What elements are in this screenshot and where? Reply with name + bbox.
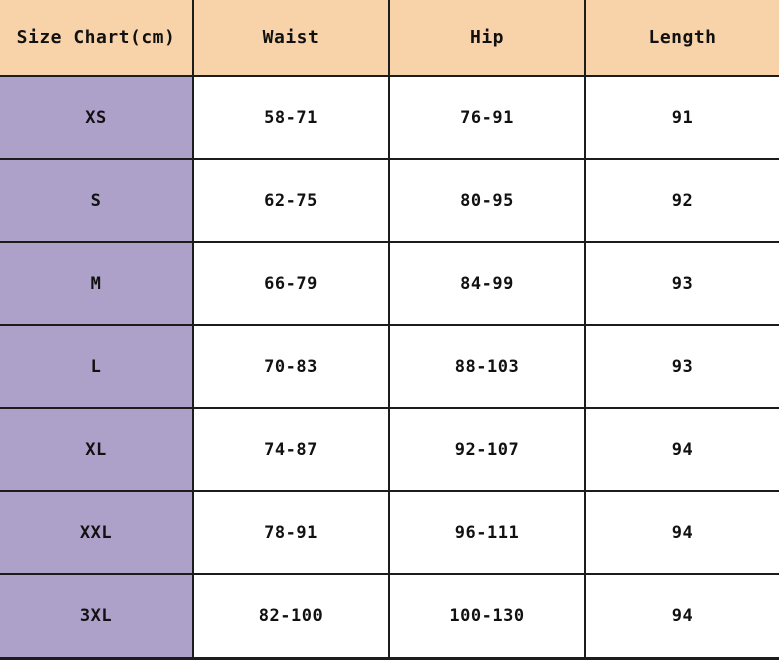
hip-cell: 76-91 [388, 75, 586, 160]
length-cell: 93 [584, 324, 779, 409]
length-cell: 94 [584, 490, 779, 575]
length-cell: 94 [584, 573, 779, 658]
header-row: Size Chart(cm) Waist Hip Length [0, 0, 779, 77]
hip-cell: 92-107 [388, 407, 586, 492]
table-row-xxl: XXL 78-91 96-111 94 [0, 490, 779, 575]
length-cell: 94 [584, 407, 779, 492]
waist-cell: 82-100 [192, 573, 390, 658]
hip-cell: 84-99 [388, 241, 586, 326]
size-cell: 3XL [0, 573, 194, 658]
waist-cell: 62-75 [192, 158, 390, 243]
size-cell: XS [0, 75, 194, 160]
waist-cell: 78-91 [192, 490, 390, 575]
length-cell: 91 [584, 75, 779, 160]
waist-cell: 66-79 [192, 241, 390, 326]
waist-cell: 58-71 [192, 75, 390, 160]
hip-cell: 96-111 [388, 490, 586, 575]
table-row-xl: XL 74-87 92-107 94 [0, 407, 779, 492]
waist-cell: 70-83 [192, 324, 390, 409]
table-row-s: S 62-75 80-95 92 [0, 158, 779, 243]
table-row-m: M 66-79 84-99 93 [0, 241, 779, 326]
size-cell: M [0, 241, 194, 326]
size-cell: L [0, 324, 194, 409]
size-cell: XL [0, 407, 194, 492]
hip-cell: 88-103 [388, 324, 586, 409]
hip-cell: 100-130 [388, 573, 586, 658]
length-cell: 93 [584, 241, 779, 326]
size-cell: S [0, 158, 194, 243]
header-hip: Hip [388, 0, 586, 77]
header-waist: Waist [192, 0, 390, 77]
size-cell: XXL [0, 490, 194, 575]
hip-cell: 80-95 [388, 158, 586, 243]
header-size-chart: Size Chart(cm) [0, 0, 194, 77]
waist-cell: 74-87 [192, 407, 390, 492]
table-row-l: L 70-83 88-103 93 [0, 324, 779, 409]
table-row-xs: XS 58-71 76-91 91 [0, 75, 779, 160]
header-length: Length [584, 0, 779, 77]
table-row-3xl: 3XL 82-100 100-130 94 [0, 573, 779, 658]
length-cell: 92 [584, 158, 779, 243]
